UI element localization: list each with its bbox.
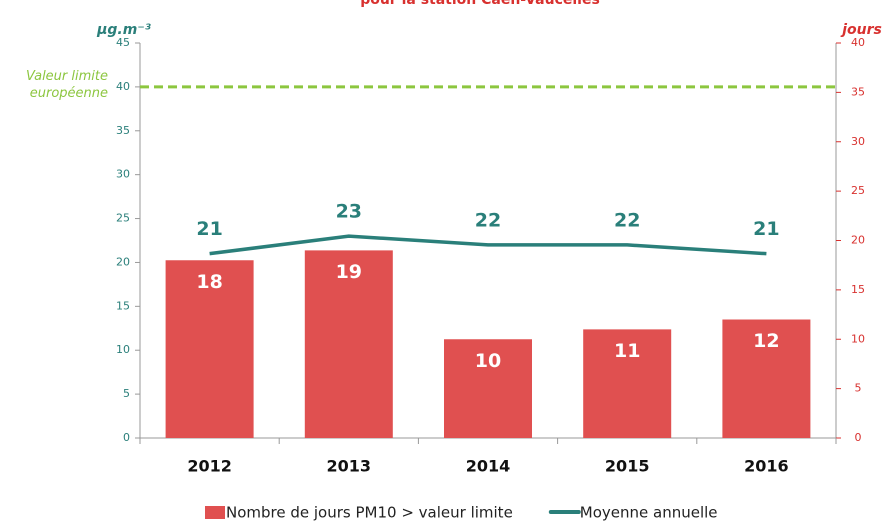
line: [209, 234, 767, 256]
y2-axis-label: jours: [840, 22, 882, 38]
y-tick-label: 20: [116, 255, 130, 268]
line-value-label: 21: [196, 218, 222, 240]
reference-label: Valeur limite européenne: [26, 69, 108, 101]
bar: [165, 260, 254, 438]
bar-value-label: 10: [475, 350, 501, 372]
y-tick-label: 30: [116, 168, 130, 181]
legend-label: Moyenne annuelle: [580, 504, 718, 522]
line-value-label: 23: [336, 201, 362, 223]
y2-tick-label: 40: [851, 36, 865, 49]
bar-value-label: 19: [336, 261, 362, 283]
bar: [444, 339, 532, 438]
line-value-label: 22: [614, 209, 640, 231]
bar-value-label: 18: [196, 271, 222, 293]
y-axis-label: μg.m⁻³: [96, 22, 151, 38]
bar: [583, 329, 672, 438]
legend-label: Nombre de jours PM10 > valeur limite: [226, 504, 513, 522]
y2-tick-label: 20: [851, 234, 865, 247]
legend-swatch: [205, 506, 225, 519]
bar: [304, 250, 393, 438]
bar: [722, 319, 811, 438]
y2-tick-label: 5: [855, 382, 862, 395]
x-tick-label: 2016: [744, 457, 789, 476]
x-tick-label: 2015: [605, 457, 650, 476]
y2-tick-label: 10: [851, 332, 865, 345]
y-tick-label: 10: [116, 343, 130, 356]
chart-title: pour la station Caen-Vaucelles: [360, 0, 600, 8]
y-tick-label: 35: [116, 124, 130, 137]
line-value-label: 21: [753, 218, 779, 240]
y-tick-label: 40: [116, 80, 130, 93]
y-tick-label: 5: [123, 387, 130, 400]
bar-value-label: 11: [614, 340, 640, 362]
bar-value-label: 12: [753, 330, 779, 352]
y2-tick-label: 15: [851, 283, 865, 296]
y2-tick-label: 30: [851, 135, 865, 148]
x-tick-label: 2012: [187, 457, 232, 476]
line-value-label: 22: [475, 209, 501, 231]
x-tick-label: 2013: [327, 457, 372, 476]
y2-tick-label: 25: [851, 184, 865, 197]
y2-tick-label: 35: [851, 85, 865, 98]
y-tick-label: 15: [116, 299, 130, 312]
y2-tick-label: 0: [855, 431, 862, 444]
x-tick-label: 2014: [466, 457, 511, 476]
y-tick-label: 25: [116, 212, 130, 225]
y-tick-label: 45: [116, 36, 130, 49]
y-tick-label: 0: [123, 431, 130, 444]
